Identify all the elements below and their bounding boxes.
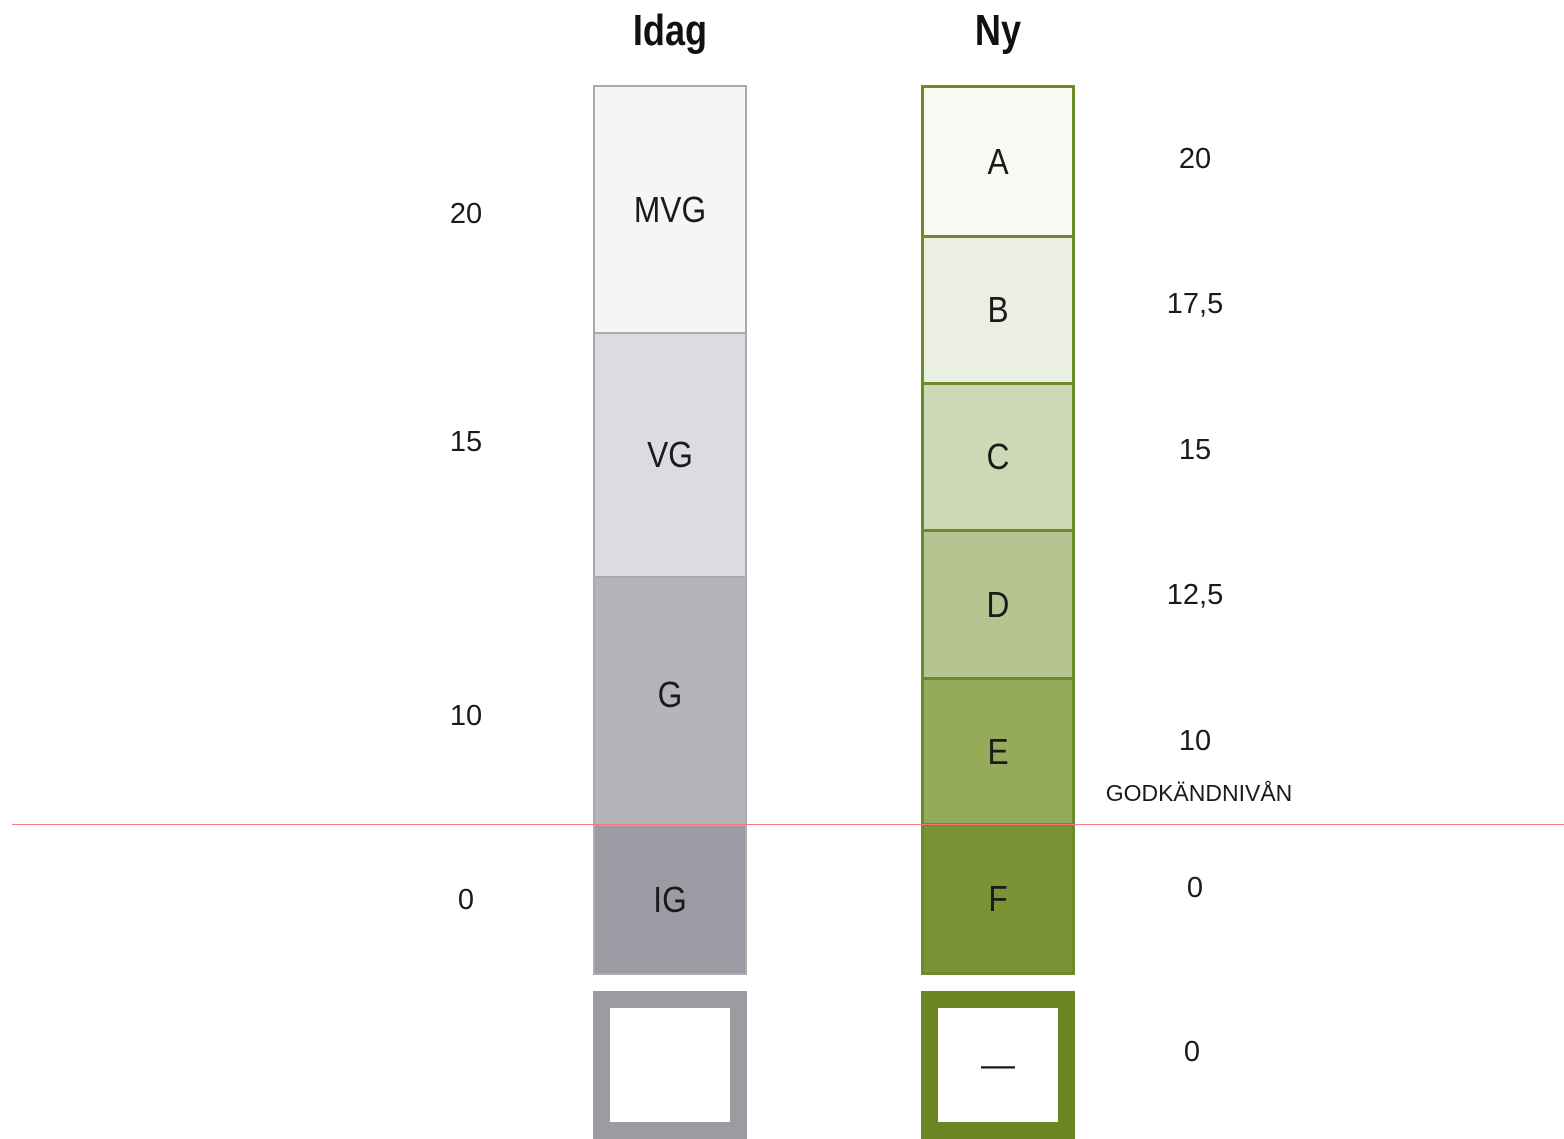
old-no-grade-box	[593, 991, 747, 1139]
pass-level-label: GODKÄNDNIVÅN	[1105, 780, 1293, 806]
old-points-vg: 15	[449, 426, 483, 458]
grade-ig-label: IG	[653, 878, 687, 920]
header-ny: Ny	[974, 6, 1022, 55]
grade-f-box: F	[921, 823, 1075, 975]
grade-c-box: C	[921, 382, 1075, 532]
grade-f-label: F	[988, 878, 1008, 919]
grade-c-label: C	[986, 436, 1010, 477]
grade-mvg-box: MVG	[593, 85, 747, 334]
new-points-d: 12,5	[1166, 579, 1224, 611]
new-points-c: 15	[1178, 434, 1212, 466]
new-no-grade-box: —	[921, 991, 1075, 1139]
grade-d-box: D	[921, 529, 1075, 680]
header-idag: Idag	[632, 6, 708, 55]
new-points-b: 17,5	[1166, 288, 1224, 320]
grade-g-box: G	[593, 576, 747, 826]
grade-a-label: A	[987, 140, 1009, 182]
grade-e-label: E	[987, 730, 1009, 772]
grade-b-box: B	[921, 235, 1075, 385]
old-points-mvg: 20	[449, 198, 483, 230]
new-points-e: 10	[1178, 725, 1212, 757]
grade-ig-box: IG	[593, 824, 747, 975]
grade-b-label: B	[987, 289, 1009, 330]
new-points-a: 20	[1178, 143, 1212, 175]
grade-vg-label: VG	[647, 434, 693, 475]
grade-e-box: E	[921, 677, 1075, 826]
grade-vg-box: VG	[593, 332, 747, 578]
new-no-grade-mark: —	[981, 1045, 1015, 1084]
new-points-f: 0	[1186, 872, 1204, 904]
grade-d-label: D	[986, 583, 1010, 625]
grade-a-box: A	[921, 85, 1075, 238]
new-no-grade-points: 0	[1183, 1036, 1201, 1068]
old-points-ig: 0	[457, 884, 475, 916]
old-points-g: 10	[449, 700, 483, 732]
pass-level-line	[12, 824, 1564, 825]
grade-g-label: G	[657, 674, 683, 715]
grade-mvg-label: MVG	[633, 188, 707, 230]
